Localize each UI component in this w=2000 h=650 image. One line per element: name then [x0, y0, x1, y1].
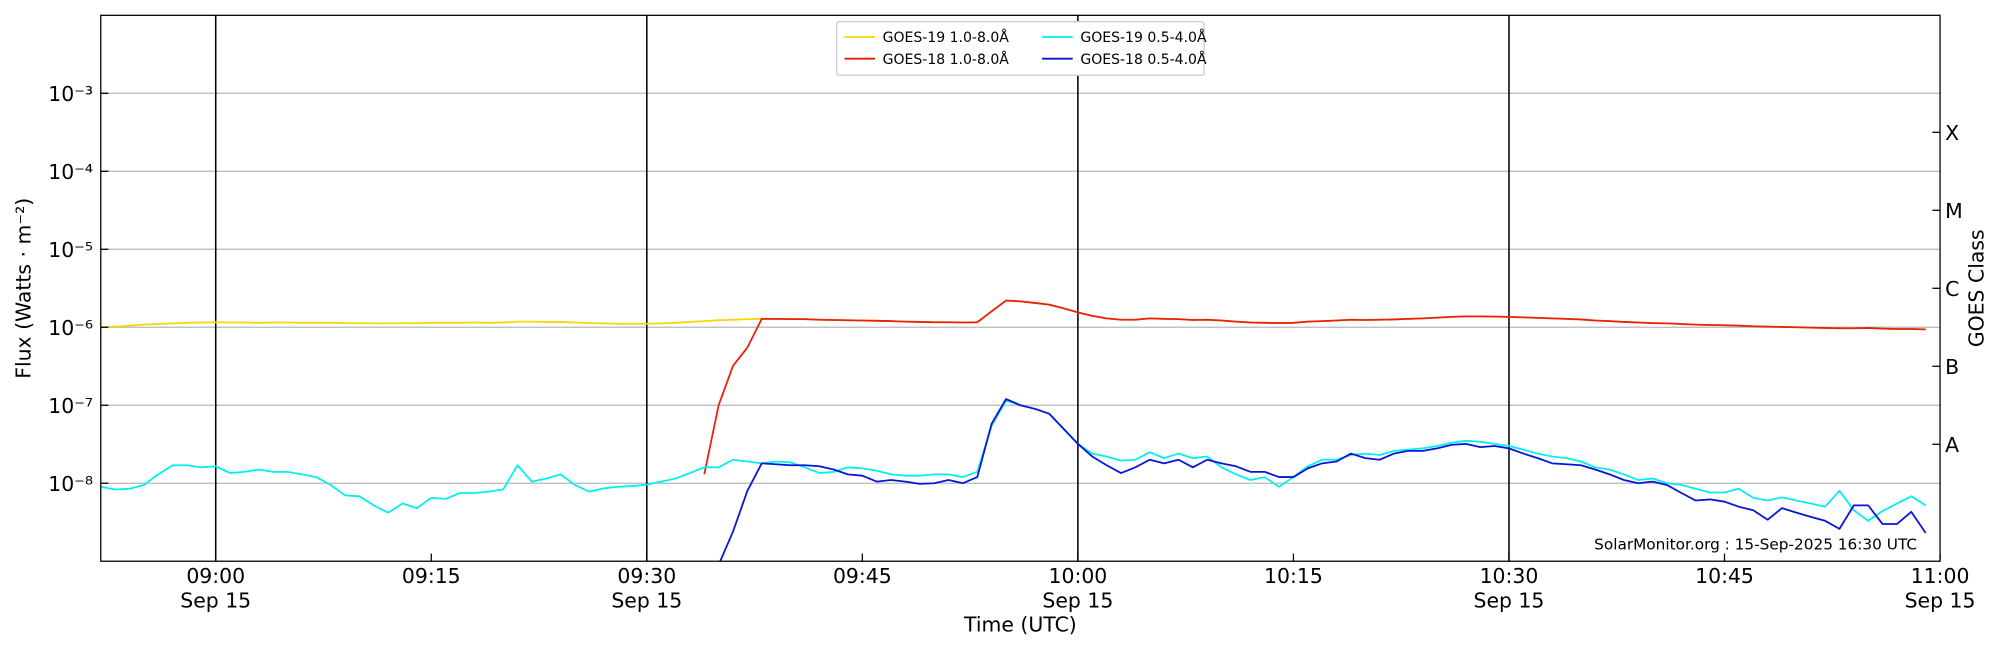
- x-tick-label: 09:00 Sep 15: [180, 564, 251, 612]
- x-tick-label: 11:00 Sep 15: [1905, 564, 1976, 612]
- legend: GOES-19 1.0-8.0Å GOES-18 1.0-8.0Å GOES-19 …: [836, 21, 1207, 76]
- y2-tick-label: M: [1945, 199, 1963, 223]
- legend-label: GOES-19 0.5-4.0Å: [1080, 29, 1207, 46]
- y2-tick-label: X: [1945, 121, 1959, 145]
- axes-frame: [100, 14, 1941, 562]
- axes: 10⁻⁸ 10⁻⁷ 10⁻⁶ 10⁻⁵ 10⁻⁴ 10⁻³ A B C M X 09:00 Sep 15…: [48, 14, 1976, 612]
- plot-area: [100, 299, 1927, 562]
- y-tick-label: 10⁻⁷: [48, 394, 93, 418]
- y-tick-label: 10⁻⁴: [48, 160, 93, 184]
- x-tick-label: 10:15: [1264, 564, 1323, 588]
- x-tick-label: 09:15: [402, 564, 461, 588]
- y2-tick-label: C: [1945, 277, 1959, 301]
- x-tick-label: 09:45: [833, 564, 892, 588]
- x-tick-label: 10:45: [1695, 564, 1754, 588]
- x-tick-label: 09:30 Sep 15: [611, 564, 682, 612]
- x-tick-label: 10:00 Sep 15: [1042, 564, 1113, 612]
- y-tick-label: 10⁻⁶: [48, 316, 93, 340]
- y-tick-label: 10⁻⁵: [48, 238, 93, 262]
- y-tick-label: 10⁻⁸: [48, 472, 93, 496]
- y2-axis-label: GOES Class: [1964, 229, 1988, 347]
- series-line: [703, 299, 1926, 475]
- y2-tick-label: B: [1945, 355, 1959, 379]
- series-line: [719, 398, 1927, 562]
- legend-label: GOES-18 0.5-4.0Å: [1080, 51, 1207, 68]
- x-axis-label: Time (UTC): [963, 612, 1077, 636]
- annotation: SolarMonitor.org : 15-Sep-2025 16:30 UTC: [1594, 536, 1917, 554]
- legend-label: GOES-19 1.0-8.0Å: [883, 29, 1010, 46]
- legend-box: [836, 21, 1205, 76]
- x-tick-label: 10:30 Sep 15: [1474, 564, 1545, 612]
- y-axis-label: Flux (Watts · m⁻²): [12, 198, 36, 379]
- y2-tick-label: A: [1945, 433, 1959, 457]
- y-tick-label: 10⁻³: [48, 82, 93, 106]
- legend-label: GOES-18 1.0-8.0Å: [883, 51, 1010, 68]
